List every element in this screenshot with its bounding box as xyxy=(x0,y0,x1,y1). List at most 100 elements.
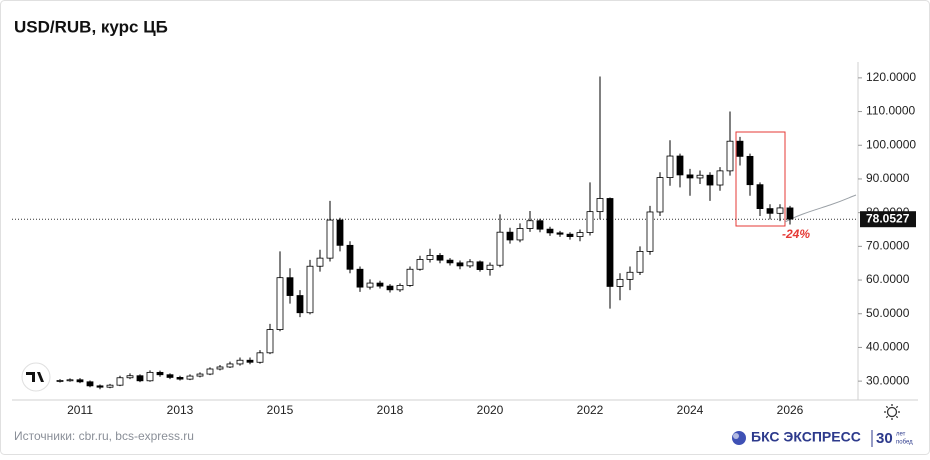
last-price-box xyxy=(860,211,916,228)
candle-body xyxy=(256,352,264,363)
candle-body xyxy=(376,282,384,287)
candle-body xyxy=(66,379,74,382)
candle-body xyxy=(606,198,614,287)
x-tick-label: 2018 xyxy=(377,403,404,417)
candle-body xyxy=(226,363,234,368)
candle-body xyxy=(326,219,334,259)
candle-body xyxy=(406,268,414,286)
candle-body xyxy=(526,220,534,229)
candle-body xyxy=(536,220,544,230)
candle-body xyxy=(686,174,694,179)
badge-text: лет xyxy=(896,432,906,438)
candle-body xyxy=(136,375,144,382)
tv-logo xyxy=(21,362,51,392)
x-tick-label: 2024 xyxy=(677,403,704,417)
y-tick-label: 60.0000 xyxy=(866,272,910,286)
candle-body xyxy=(276,277,284,330)
chart-title: USD/RUB, курс ЦБ xyxy=(14,17,168,36)
candle-body xyxy=(396,285,404,291)
brand: БКС ЭКСПРЕСС xyxy=(751,429,861,445)
candle-body xyxy=(706,174,714,186)
y-tick-label: 100.0000 xyxy=(866,137,916,151)
candle-body xyxy=(306,265,314,314)
x-tick-label: 2022 xyxy=(577,403,604,417)
candle-body xyxy=(456,262,464,267)
candle-body xyxy=(96,385,104,388)
candle-body xyxy=(336,219,344,246)
candle-body xyxy=(726,140,734,172)
candle-body xyxy=(356,268,364,288)
candle-body xyxy=(736,140,744,157)
projection-line xyxy=(784,194,857,223)
sources: Источники: cbr.ru, bcs-express.ru xyxy=(14,429,194,443)
candle-body xyxy=(436,255,444,261)
candle-body xyxy=(346,244,354,270)
candle-body xyxy=(206,368,214,375)
candle-body xyxy=(646,211,654,252)
candle-body xyxy=(296,295,304,314)
candle-body xyxy=(616,278,624,287)
badge-text: побед xyxy=(896,440,913,446)
candle-body xyxy=(766,208,774,214)
badge-number: 30 xyxy=(876,430,893,447)
candle-body xyxy=(566,233,574,237)
candle-body xyxy=(546,228,554,234)
candle-body xyxy=(636,250,644,273)
candle-body xyxy=(656,177,664,213)
y-tick-label: 50.0000 xyxy=(866,306,910,320)
y-tick-label: 70.0000 xyxy=(866,239,910,253)
candle-body xyxy=(426,255,434,260)
candle-body xyxy=(196,373,204,377)
y-tick-label: 90.0000 xyxy=(866,171,910,185)
candle-body xyxy=(446,259,454,264)
candle-body xyxy=(116,377,124,386)
candle-body xyxy=(366,282,374,288)
candle-body xyxy=(576,232,584,237)
candle-body xyxy=(746,155,754,186)
candle-body xyxy=(176,377,184,380)
y-tick-label: 110.0000 xyxy=(866,104,915,118)
candle-body xyxy=(496,231,504,266)
x-tick-label: 2020 xyxy=(477,403,504,417)
candle-body xyxy=(416,259,424,270)
candle-body xyxy=(466,261,474,267)
candle-body xyxy=(516,228,524,241)
candle-body xyxy=(236,359,244,365)
candle-body xyxy=(216,366,224,370)
candle-body xyxy=(786,207,794,220)
y-tick-label: 30.0000 xyxy=(866,373,910,387)
candle-body xyxy=(266,329,274,354)
last-price-label: 78.0527 xyxy=(866,211,910,225)
candle-body xyxy=(246,359,254,363)
annotation: -24% xyxy=(782,227,810,241)
x-tick-label: 2013 xyxy=(167,403,194,417)
candle-body xyxy=(386,285,394,291)
candle-body xyxy=(166,374,174,378)
candle-body xyxy=(186,375,194,380)
candle-body xyxy=(86,381,94,387)
candle-body xyxy=(596,198,604,213)
candle-body xyxy=(696,174,704,179)
brand-logo xyxy=(732,431,746,445)
candle-body xyxy=(676,155,684,176)
candle-body xyxy=(506,231,514,241)
highlight-box xyxy=(735,131,786,227)
candle-body xyxy=(146,371,154,382)
candle-body xyxy=(586,211,594,233)
candle-body xyxy=(106,384,114,388)
settings-icon[interactable] xyxy=(884,404,900,420)
candle-body xyxy=(716,170,724,186)
candle-body xyxy=(156,371,164,376)
candle-body xyxy=(666,155,674,179)
candle-body xyxy=(286,277,294,296)
candle-body xyxy=(476,261,484,270)
x-tick-label: 2011 xyxy=(67,403,93,417)
x-tick-label: 2015 xyxy=(267,403,294,417)
candle-body xyxy=(126,375,134,379)
candle-body xyxy=(776,207,784,214)
candle-body xyxy=(556,232,564,235)
candle-body xyxy=(756,184,764,210)
candle-body xyxy=(626,271,634,280)
candle-body xyxy=(76,379,84,383)
x-tick-label: 2026 xyxy=(777,403,804,417)
